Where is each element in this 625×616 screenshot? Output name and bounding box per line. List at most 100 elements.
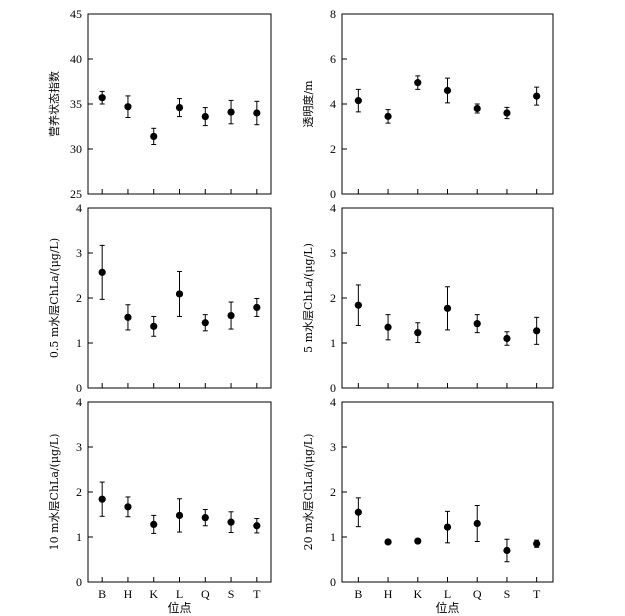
- data-point: [253, 303, 261, 312]
- data-point: [503, 109, 511, 117]
- data-point: [150, 322, 158, 330]
- y-axis-label: 透明度/m: [301, 80, 315, 128]
- x-tick-label: Q: [201, 587, 210, 601]
- data-point: [533, 540, 541, 548]
- y-tick-label: 2: [76, 485, 82, 499]
- data-point: [414, 329, 422, 337]
- x-tick-label: T: [533, 587, 541, 601]
- chart-panel-6: 0 1 2 3 4 B H K L Q S T 20 m水层ChLa/(μg/L) 位点: [302, 395, 554, 615]
- data-point: [533, 92, 541, 100]
- data-point: [150, 520, 158, 529]
- y-tick-label: 4: [330, 97, 336, 111]
- x-tick-label: B: [354, 587, 362, 601]
- y-tick-label: 2: [330, 485, 336, 499]
- data-point: [443, 523, 452, 531]
- y-tick-label: 1: [76, 530, 82, 544]
- y-tick-label: 0: [330, 381, 336, 395]
- data-point: [175, 104, 184, 112]
- x-tick-label: T: [253, 587, 261, 601]
- y-axis-label: 10 m水层ChLa/(μg/L): [48, 434, 61, 551]
- data-point: [414, 537, 422, 545]
- data-point: [443, 86, 452, 95]
- plot-frame: [87, 401, 272, 583]
- data-point: [414, 79, 422, 87]
- data-point: [503, 334, 511, 343]
- data-point: [473, 320, 481, 328]
- y-axis-label: 20 m水层ChLa/(μg/L): [302, 434, 315, 551]
- y-tick-label: 2: [330, 142, 336, 156]
- y-tick-label: 1: [76, 336, 82, 350]
- x-tick-label: H: [384, 587, 393, 601]
- data-point: [124, 313, 132, 321]
- y-tick-label: 0: [330, 187, 336, 201]
- data-point: [227, 108, 235, 116]
- y-tick-label: 6: [330, 52, 336, 66]
- data-point: [227, 518, 235, 526]
- chart-panel-4: 0 1 2 3 4 5 m水层ChLa/(μg/L): [302, 201, 554, 395]
- data-point: [384, 112, 392, 120]
- data-point: [384, 323, 392, 331]
- y-tick-label: 1: [330, 530, 336, 544]
- y-tick-label: 40: [70, 52, 82, 66]
- data-point: [201, 113, 209, 121]
- y-tick-label: 4: [330, 395, 336, 409]
- y-axis-label: 5 m水层ChLa/(μg/L): [302, 243, 315, 353]
- x-tick-label: S: [504, 587, 511, 601]
- data-point: [443, 304, 452, 312]
- y-tick-label: 4: [76, 201, 82, 215]
- y-tick-label: 30: [70, 142, 82, 156]
- y-axis-label: 0.5 m水层ChLa/(μg/L): [48, 238, 61, 358]
- data-point: [533, 327, 541, 335]
- x-tick-label: K: [149, 587, 158, 601]
- data-point: [384, 538, 392, 546]
- y-tick-label: 0: [330, 575, 336, 589]
- x-tick-label: H: [124, 587, 133, 601]
- x-tick-label: L: [176, 587, 183, 601]
- plot-frame: [341, 13, 554, 195]
- y-tick-label: 1: [330, 336, 336, 350]
- data-point: [124, 103, 132, 111]
- data-point: [98, 94, 106, 102]
- data-point: [473, 519, 481, 528]
- data-point: [201, 514, 209, 522]
- x-axis-label: 位点: [435, 600, 459, 615]
- data-point: [201, 319, 209, 327]
- data-point: [150, 132, 158, 140]
- x-tick-label: B: [98, 587, 106, 601]
- data-point: [354, 97, 362, 105]
- data-point: [175, 511, 184, 519]
- chart-panel-5: 0 1 2 3 4 B H K L Q S T 10 m水层ChLa/(μg/L) 位点: [48, 395, 272, 615]
- y-tick-label: 3: [330, 440, 336, 454]
- x-tick-label: L: [444, 587, 451, 601]
- y-tick-label: 8: [330, 7, 336, 21]
- y-tick-label: 35: [70, 97, 82, 111]
- data-point: [227, 311, 235, 320]
- y-tick-label: 25: [70, 187, 82, 201]
- data-point: [503, 546, 511, 555]
- data-point: [354, 508, 362, 516]
- chart-panel-1: 25 30 35 40 45 营养状态指数: [47, 7, 272, 201]
- x-tick-label: K: [413, 587, 422, 601]
- data-point: [98, 268, 106, 276]
- y-tick-label: 2: [76, 291, 82, 305]
- y-tick-label: 0: [76, 575, 82, 589]
- x-tick-label: S: [228, 587, 235, 601]
- data-point: [473, 104, 481, 113]
- y-tick-label: 0: [76, 381, 82, 395]
- y-tick-label: 3: [330, 246, 336, 260]
- data-point: [98, 495, 106, 503]
- y-axis-label: 营养状态指数: [47, 71, 61, 137]
- y-tick-label: 3: [76, 246, 82, 260]
- plot-frame: [341, 401, 554, 583]
- x-axis-label: 位点: [167, 600, 191, 615]
- data-point: [253, 522, 261, 530]
- y-tick-label: 4: [330, 201, 336, 215]
- data-point: [124, 503, 132, 511]
- data-point: [175, 290, 184, 298]
- y-tick-label: 4: [76, 395, 82, 409]
- y-tick-label: 45: [70, 7, 82, 21]
- y-tick-label: 2: [330, 291, 336, 305]
- chart-panel-2: 0 2 4 6 8 透明度/m: [301, 7, 554, 201]
- data-point: [253, 109, 261, 117]
